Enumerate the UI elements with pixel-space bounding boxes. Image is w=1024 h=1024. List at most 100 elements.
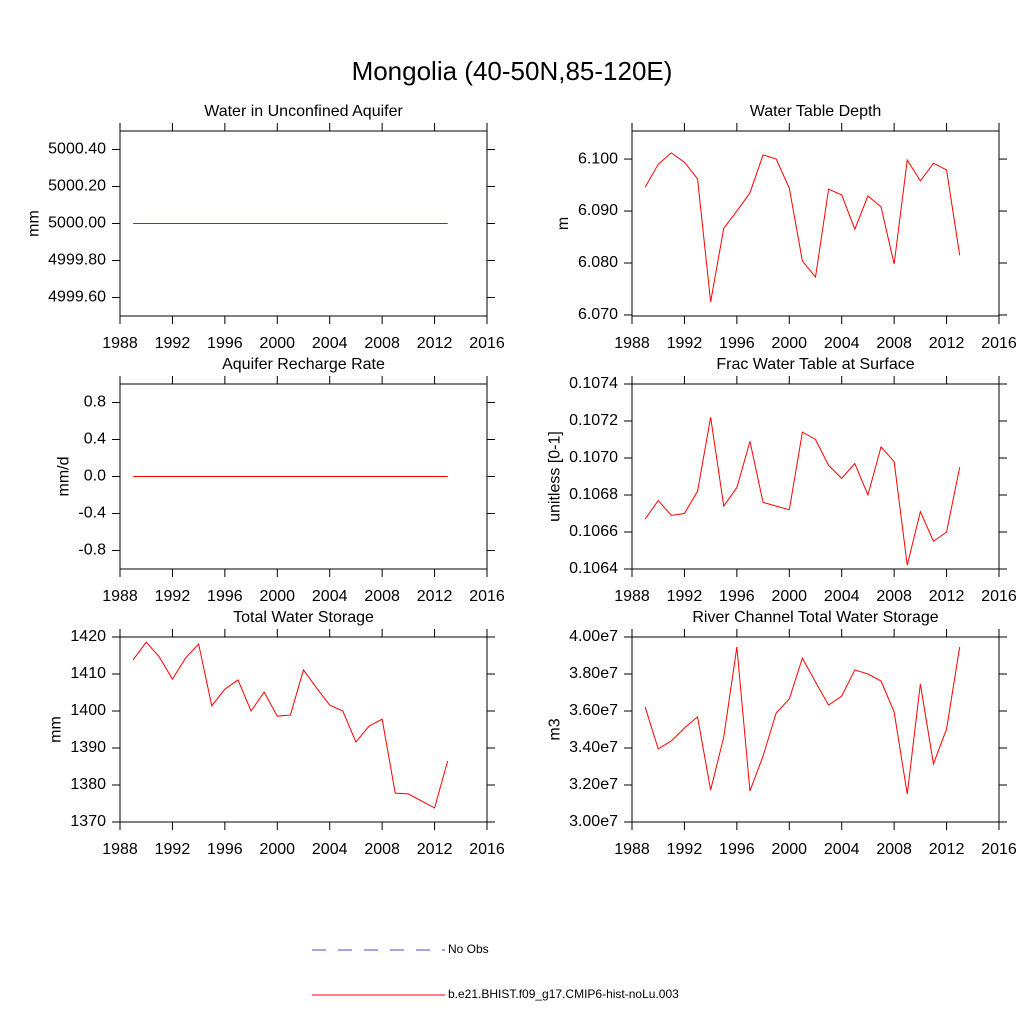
y-tick-label: 0.1074 — [569, 375, 618, 392]
panel: Aquifer Recharge Rate 1988 1992 1996 2000 200… — [56, 356, 505, 605]
y-tick-label: 1410 — [70, 665, 106, 682]
x-tick-label: 2000 — [771, 588, 807, 605]
panel-title: River Channel Total Water Storage — [692, 609, 938, 626]
y-tick-label: 3.00e7 — [569, 813, 618, 830]
x-tick-label: 1988 — [614, 588, 650, 605]
x-tick-label: 2000 — [259, 841, 295, 858]
x-tick-label: 2008 — [876, 335, 912, 352]
plot-frame — [119, 636, 488, 823]
x-tick-label: 2016 — [981, 588, 1017, 605]
y-tick-label: -0.8 — [78, 542, 106, 559]
y-axis-label: unitless [0-1] — [546, 431, 563, 522]
y-tick-label: 5000.20 — [48, 178, 106, 195]
y-tick-label: 4.00e7 — [569, 628, 618, 645]
x-tick-label: 2012 — [929, 335, 965, 352]
y-tick-label: 0.1066 — [569, 523, 618, 540]
x-tick-label: 1992 — [155, 588, 191, 605]
legend-label: b.e21.BHIST.f09_g17.CMIP6-hist-noLu.003 — [448, 987, 679, 1001]
legend-label: No Obs — [448, 942, 489, 956]
panel: Total Water Storage 1988 1992 1996 2000 2004 2… — [48, 609, 505, 858]
y-tick-label: 0.4 — [84, 431, 106, 448]
plot-frame — [631, 383, 1000, 570]
y-tick-label: 3.60e7 — [569, 702, 618, 719]
panel-title: Total Water Storage — [233, 609, 374, 626]
x-tick-label: 2008 — [364, 335, 400, 352]
panel: Water in Unconfined Aquifer 1988 1992 1996 2… — [25, 103, 505, 352]
data-line — [132, 641, 449, 809]
y-tick-label: 1370 — [70, 813, 106, 830]
panel-title: Water Table Depth — [750, 103, 882, 120]
y-tick-label: 3.40e7 — [569, 739, 618, 756]
data-line — [644, 417, 961, 566]
x-tick-label: 1992 — [667, 588, 703, 605]
y-tick-label: 4999.60 — [48, 289, 106, 306]
panel-title: Frac Water Table at Surface — [716, 356, 914, 373]
y-tick-label: 3.20e7 — [569, 776, 618, 793]
x-tick-label: 2016 — [469, 588, 505, 605]
x-tick-label: 2008 — [364, 588, 400, 605]
panel: Frac Water Table at Surface 1988 1992 1996 2… — [546, 356, 1017, 605]
x-tick-label: 2016 — [469, 841, 505, 858]
x-tick-label: 2004 — [312, 335, 348, 352]
x-tick-label: 2012 — [417, 335, 453, 352]
y-axis-label: mm/d — [56, 457, 73, 497]
y-tick-label: 0.1072 — [569, 412, 618, 429]
x-tick-label: 2004 — [824, 335, 860, 352]
x-tick-label: 2016 — [981, 335, 1017, 352]
y-axis-label: mm — [25, 210, 42, 237]
x-tick-label: 1996 — [719, 841, 755, 858]
x-tick-label: 2008 — [876, 588, 912, 605]
x-tick-label: 2012 — [417, 588, 453, 605]
x-tick-label: 1996 — [719, 335, 755, 352]
x-tick-label: 2016 — [981, 841, 1017, 858]
y-axis-label: mm — [48, 716, 65, 743]
y-tick-label: 5000.00 — [48, 215, 106, 232]
x-tick-label: 2004 — [824, 841, 860, 858]
plot-frame — [631, 636, 1000, 823]
x-tick-label: 1996 — [207, 588, 243, 605]
y-tick-label: 0.8 — [84, 394, 106, 411]
panel-title: Aquifer Recharge Rate — [222, 356, 385, 373]
x-tick-label: 1992 — [667, 841, 703, 858]
y-tick-label: 0.1064 — [569, 560, 618, 577]
x-tick-label: 1988 — [102, 335, 138, 352]
y-axis-label: m — [555, 217, 572, 230]
x-tick-label: 1988 — [102, 588, 138, 605]
y-tick-label: 6.100 — [578, 150, 618, 167]
data-line — [644, 646, 961, 795]
x-tick-label: 2012 — [929, 588, 965, 605]
data-line — [644, 152, 961, 303]
y-tick-label: 1390 — [70, 739, 106, 756]
x-tick-label: 1992 — [667, 335, 703, 352]
panel: Water Table Depth 1988 1992 1996 2000 2004 200… — [555, 103, 1017, 352]
x-tick-label: 2012 — [929, 841, 965, 858]
x-tick-label: 2008 — [364, 841, 400, 858]
x-tick-label: 1996 — [207, 841, 243, 858]
x-tick-label: 1992 — [155, 841, 191, 858]
y-tick-label: 1420 — [70, 628, 106, 645]
y-tick-label: 1380 — [70, 776, 106, 793]
x-tick-label: 2016 — [469, 335, 505, 352]
y-tick-label: 3.80e7 — [569, 665, 618, 682]
y-tick-label: 5000.40 — [48, 141, 106, 158]
x-tick-label: 1996 — [719, 588, 755, 605]
x-tick-label: 1988 — [614, 841, 650, 858]
x-tick-label: 1992 — [155, 335, 191, 352]
y-axis-label: m3 — [546, 718, 563, 740]
x-tick-label: 1996 — [207, 335, 243, 352]
y-tick-label: 4999.80 — [48, 252, 106, 269]
y-tick-label: -0.4 — [78, 505, 106, 522]
x-tick-label: 2012 — [417, 841, 453, 858]
x-tick-label: 2008 — [876, 841, 912, 858]
y-tick-label: 6.090 — [578, 202, 618, 219]
x-tick-label: 1988 — [102, 841, 138, 858]
x-tick-label: 2004 — [312, 588, 348, 605]
x-tick-label: 2000 — [259, 588, 295, 605]
plot-frame — [631, 130, 1000, 317]
x-tick-label: 1988 — [614, 335, 650, 352]
y-tick-label: 0.1070 — [569, 449, 618, 466]
x-tick-label: 2000 — [771, 841, 807, 858]
panel-title: Water in Unconfined Aquifer — [204, 103, 403, 120]
